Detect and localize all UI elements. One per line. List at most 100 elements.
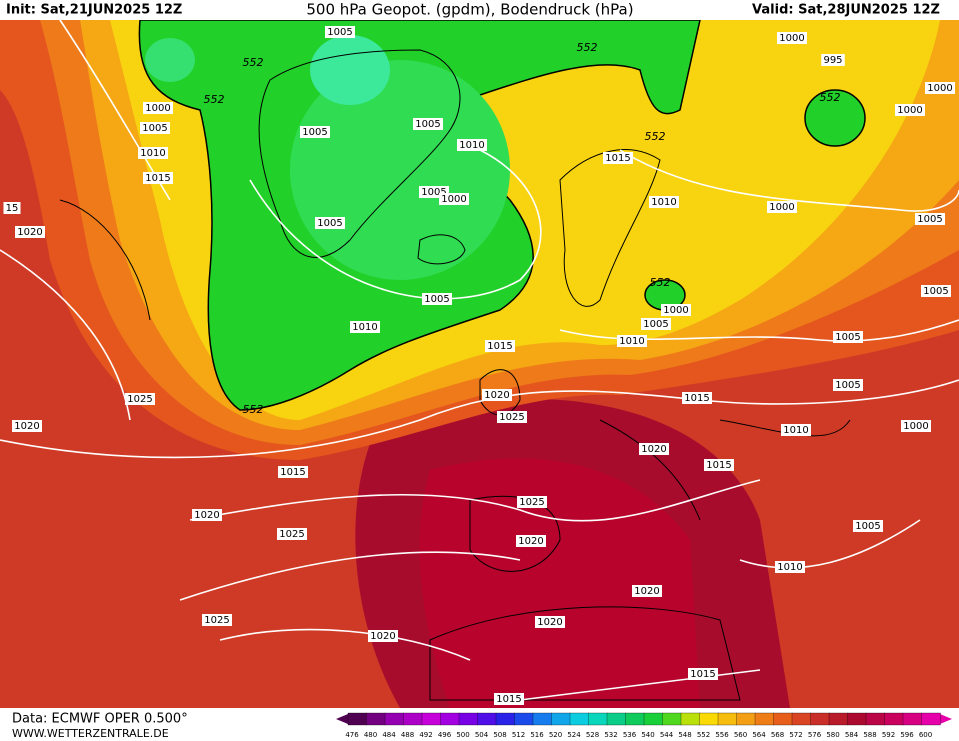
legend-label: 496: [438, 731, 452, 739]
legend-label: 572: [789, 731, 802, 739]
legend-label: 524: [567, 731, 581, 739]
website: WWW.WETTERZENTRALE.DE: [12, 727, 169, 740]
legend-label: 600: [919, 731, 932, 739]
isobar-label-box: [682, 392, 712, 404]
isobar-label: 1020: [17, 227, 42, 238]
isobar-label: 1005: [424, 294, 449, 305]
legend-label: 532: [604, 731, 617, 739]
legend-swatch: [384, 712, 405, 726]
data-source: Data: ECMWF OPER 0.500°: [12, 712, 188, 727]
legend-swatch: [773, 712, 793, 726]
geopotential-label: 552: [243, 56, 264, 69]
geopotential-label: 552: [820, 91, 841, 104]
legend-label: 492: [419, 731, 432, 739]
map-labels: 1005 1000 995 1000 1000 1005 1005 1005 1010 1000 1…: [3, 26, 955, 705]
isobar-label: 1025: [204, 615, 229, 626]
isobar-label: 1015: [145, 173, 170, 184]
isobar-label-box: [482, 389, 512, 401]
legend-label: 568: [771, 731, 784, 739]
isobar-label-box: [138, 147, 168, 159]
isobar-label-box: [821, 54, 845, 66]
isobar-label-box: [641, 318, 671, 330]
isobar-label-box: [192, 509, 222, 521]
geopotential-label: 552: [650, 276, 671, 289]
isobar-label: 1015: [496, 694, 521, 705]
isobar-label-box: [277, 528, 307, 540]
isobar-label-box: [535, 616, 565, 628]
isobar-label-box: [781, 424, 811, 436]
legend-label: 576: [808, 731, 822, 739]
isobar-label: 1020: [634, 586, 659, 597]
legend-label: 544: [660, 731, 674, 739]
isobar-label-box: [494, 693, 524, 705]
isobar-label: 1000: [779, 33, 804, 44]
legend-label: 504: [475, 731, 489, 739]
isobar-label: 1000: [769, 202, 794, 213]
isobar-label-box: [517, 496, 547, 508]
legend-swatch: [921, 712, 941, 726]
legend-swatch: [495, 712, 516, 726]
isobar-label-box: [688, 668, 718, 680]
isobar-label-box: [202, 614, 232, 626]
isobar-label-box: [915, 213, 945, 225]
isobar-label: 1000: [897, 105, 922, 116]
header-bar: [0, 0, 959, 20]
isobar-label-box: [125, 393, 155, 405]
legend-label: 556: [715, 731, 729, 739]
isobar-label-box: [278, 466, 308, 478]
isobar-label-box: [853, 520, 883, 532]
legend-swatch: [680, 712, 701, 726]
isobar-label-box: [422, 293, 452, 305]
isobar-label: 1000: [903, 421, 928, 432]
isobar-label: 1010: [777, 562, 802, 573]
isobar-label-box: [639, 443, 669, 455]
legend-swatch: [643, 712, 664, 726]
isobar-label: 1020: [194, 510, 219, 521]
isobar-label: 1005: [643, 319, 668, 330]
legend-swatch: [810, 712, 830, 726]
legend-label: 540: [641, 731, 654, 739]
isobar-label: 1020: [518, 536, 543, 547]
legend-swatch: [625, 712, 645, 726]
legend-label: 564: [752, 731, 766, 739]
isobar-label-box: [3, 202, 21, 214]
isobar-label-box: [457, 139, 487, 151]
legend-swatch: [754, 712, 775, 726]
legend-swatch: [828, 712, 849, 726]
isobar-label-box: [661, 304, 691, 316]
isobar-label: 1005: [855, 521, 880, 532]
isobar-label-box: [901, 420, 931, 432]
legend-label: 476: [345, 731, 359, 739]
isobar-label-box: [143, 172, 173, 184]
legend-label: 588: [863, 731, 876, 739]
isobar-label: 1010: [783, 425, 808, 436]
isobar-label: 1000: [145, 103, 170, 114]
geopotential-label: 552: [577, 41, 598, 54]
isobar-label: 1005: [415, 119, 440, 130]
isobar-label: 1015: [684, 393, 709, 404]
isobar-label: 1015: [280, 467, 305, 478]
isobar-label: 1010: [651, 197, 676, 208]
isobar-label: 1025: [519, 497, 544, 508]
legend-swatch: [366, 712, 386, 726]
isobar-label: 1005: [835, 332, 860, 343]
isobar-label: 1015: [605, 153, 630, 164]
isobar-label: 1020: [14, 421, 39, 432]
legend-swatch: [902, 712, 923, 726]
isobar-label: 995: [823, 55, 842, 66]
isobar-label-box: [485, 340, 515, 352]
isobar-label-box: [315, 217, 345, 229]
geopotential-label: 552: [645, 130, 666, 143]
legend-arrow-right: [940, 714, 952, 724]
isobar-label-box: [300, 126, 330, 138]
legend-label: 500: [456, 731, 469, 739]
isobar-label-box: [833, 331, 863, 343]
isobar-label-box: [15, 226, 45, 238]
isobar-label-box: [617, 335, 647, 347]
legend-arrow-left: [336, 714, 348, 724]
geopotential-label: 552: [204, 93, 225, 106]
legend-swatch: [699, 712, 719, 726]
isobar-label-box: [350, 321, 380, 333]
legend-swatch: [717, 712, 738, 726]
